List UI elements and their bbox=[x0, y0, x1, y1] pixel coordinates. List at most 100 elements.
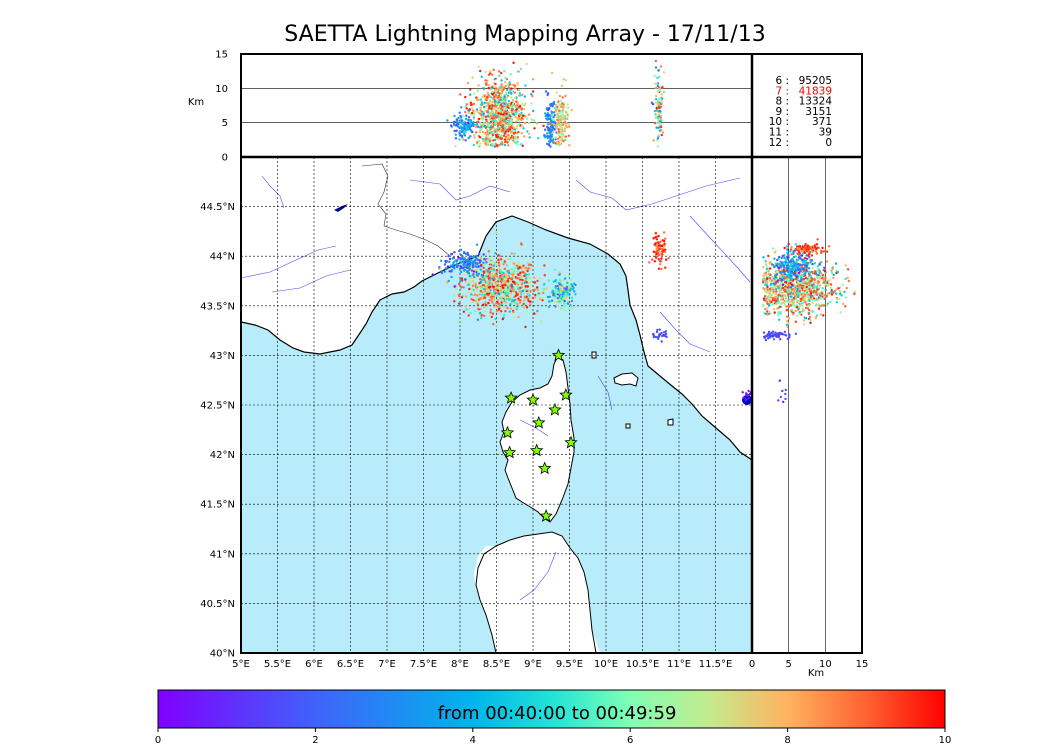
altitude-point bbox=[512, 61, 515, 64]
altitude-lat-point bbox=[768, 302, 771, 306]
lightning-source-point bbox=[529, 267, 532, 270]
altitude-lat-point bbox=[766, 277, 769, 280]
altitude-point bbox=[471, 107, 474, 110]
altitude-point bbox=[462, 126, 465, 129]
altitude-lat-point bbox=[778, 279, 781, 282]
altitude-point bbox=[530, 93, 533, 96]
altitude-point bbox=[465, 114, 468, 117]
altitude-point bbox=[484, 70, 487, 74]
altitude-point bbox=[527, 113, 531, 116]
lightning-source-point bbox=[657, 258, 660, 261]
altitude-point bbox=[564, 135, 568, 138]
lightning-source-point bbox=[483, 257, 486, 261]
altitude-point bbox=[524, 102, 527, 105]
lightning-source-point bbox=[569, 289, 572, 292]
altitude-lat-point bbox=[824, 277, 827, 280]
altitude-lat-point bbox=[822, 314, 825, 317]
altitude-lat-point bbox=[800, 248, 804, 251]
lightning-source-point bbox=[431, 273, 434, 276]
lightning-source-point bbox=[498, 267, 501, 271]
corsica-island bbox=[499, 355, 575, 523]
altitude-point bbox=[491, 142, 494, 145]
altitude-lat-points bbox=[762, 238, 856, 404]
altitude-point bbox=[566, 116, 569, 119]
altitude-lat-point bbox=[783, 246, 786, 250]
altitude-point bbox=[519, 143, 523, 146]
altitude-point bbox=[453, 114, 456, 118]
altitude-point bbox=[561, 84, 564, 88]
altitude-point bbox=[484, 133, 487, 136]
lightning-source-point bbox=[513, 282, 517, 286]
map-x-tick-label: 5°E bbox=[232, 659, 250, 670]
altitude-point bbox=[510, 120, 513, 123]
altitude-point bbox=[473, 113, 476, 116]
altitude-lat-point bbox=[813, 277, 816, 281]
lightning-source-point bbox=[664, 330, 668, 333]
lightning-source-point bbox=[498, 311, 502, 315]
altitude-lat-point bbox=[809, 294, 813, 297]
lightning-source-point bbox=[487, 250, 490, 253]
altitude-lat-point bbox=[764, 307, 767, 311]
altitude-point bbox=[492, 85, 495, 88]
altitude-lat-point bbox=[784, 388, 787, 392]
altitude-lat-point bbox=[804, 280, 807, 283]
altitude-point bbox=[485, 132, 489, 135]
altitude-lat-point bbox=[808, 316, 811, 319]
lightning-source-point bbox=[483, 263, 486, 266]
map-x-tick-label: 6°E bbox=[305, 659, 323, 670]
lightning-source-point bbox=[478, 259, 481, 262]
altitude-point bbox=[496, 145, 499, 148]
lightning-source-point bbox=[663, 250, 667, 254]
altitude-point bbox=[488, 137, 491, 141]
altitude-point bbox=[492, 113, 495, 116]
lightning-source-point bbox=[456, 262, 459, 266]
altitude-lat-point bbox=[822, 304, 826, 307]
lightning-source-point bbox=[657, 234, 660, 238]
altitude-lat-point bbox=[777, 293, 780, 297]
altitude-lat-point bbox=[766, 265, 769, 268]
altitude-lat-point bbox=[799, 279, 802, 283]
lightning-source-point bbox=[504, 292, 507, 295]
altitude-point bbox=[658, 118, 661, 121]
altitude-point bbox=[507, 118, 510, 121]
altitude-lat-point bbox=[815, 303, 818, 306]
altitude-lat-point bbox=[791, 284, 794, 287]
altitude-lat-point bbox=[802, 323, 806, 326]
altitude-point bbox=[478, 136, 482, 139]
altitude-lat-point bbox=[792, 252, 795, 256]
lightning-source-point bbox=[485, 261, 488, 264]
altitude-point bbox=[473, 111, 476, 114]
lightning-source-point bbox=[484, 283, 488, 287]
altitude-point bbox=[522, 135, 526, 138]
lightning-source-point bbox=[555, 293, 558, 296]
altitude-lat-point bbox=[807, 254, 810, 257]
altitude-lat-point bbox=[803, 319, 806, 322]
altitude-point bbox=[467, 118, 470, 122]
map-x-tick-label: 10.5°E bbox=[626, 659, 660, 670]
altitude-lat-point bbox=[774, 331, 777, 334]
lightning-source-point bbox=[536, 293, 540, 297]
lightning-source-point bbox=[476, 262, 479, 266]
altitude-point bbox=[510, 96, 513, 99]
altitude-lat-point bbox=[799, 273, 803, 276]
lightning-source-point bbox=[464, 278, 467, 281]
altitude-point bbox=[520, 131, 524, 135]
altitude-lat-point bbox=[789, 264, 792, 267]
altitude-point bbox=[477, 144, 480, 147]
altitude-lat-point bbox=[774, 292, 777, 296]
lightning-source-point bbox=[532, 289, 535, 292]
altitude-lat-point bbox=[777, 257, 780, 261]
altitude-lat-point bbox=[818, 285, 821, 289]
map-y-tick-label: 40°N bbox=[210, 649, 235, 660]
lightning-source-point bbox=[516, 261, 520, 264]
altitude-point bbox=[511, 105, 514, 108]
altitude-point bbox=[515, 119, 519, 122]
altitude-point bbox=[504, 106, 507, 109]
altitude-lat-point bbox=[808, 299, 811, 302]
altitude-point bbox=[493, 78, 496, 81]
altitude-lat-point bbox=[779, 338, 782, 341]
lightning-source-point bbox=[515, 281, 519, 284]
altitude-point bbox=[547, 143, 551, 146]
lightning-source-point bbox=[558, 278, 562, 282]
altitude-point bbox=[492, 97, 495, 100]
